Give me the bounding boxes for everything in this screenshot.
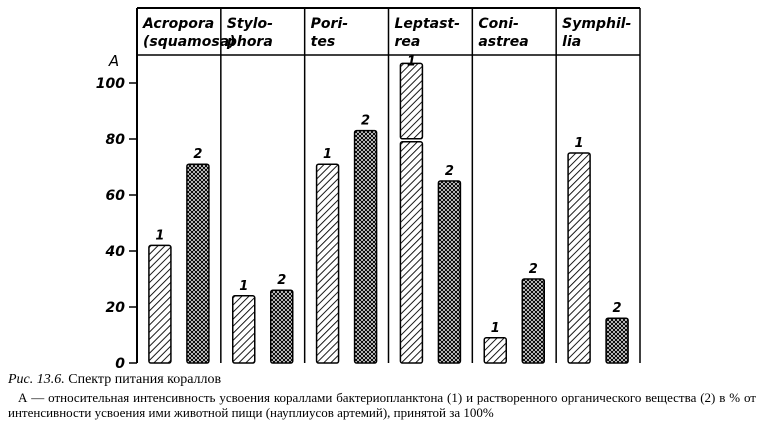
bar-1 — [315, 163, 340, 364]
bar-label: 1 — [491, 321, 500, 336]
bar-2 — [270, 289, 294, 364]
genus-label-line1: Pori- — [311, 16, 349, 32]
genus-label-line2: astrea — [478, 34, 528, 50]
genus-label-line1: Symphil- — [562, 16, 631, 32]
caption-title: Спектр питания кораллов — [68, 372, 222, 387]
genus-label-line1: Acropora — [142, 16, 214, 32]
genus-label-line2: lia — [562, 34, 581, 50]
caption-title-line: Рис. 13.6. Спектр питания кораллов — [8, 372, 756, 388]
bar-label: 2 — [361, 114, 370, 129]
bars: 1 2 1 2 1 2 1 2 1 2 1 2 — [148, 54, 629, 364]
bar-label: 2 — [613, 301, 622, 316]
y-tick-label: 20 — [106, 300, 126, 316]
genus-label-line1: Coni- — [478, 16, 519, 32]
genus-label-line2: (squamosa) — [143, 34, 236, 50]
coral-diet-chart: 0 20 40 60 80 100 A Acropora (squamosa) Stylo-ph… — [96, 7, 641, 372]
bar-1 — [148, 244, 172, 364]
bar-2 — [353, 129, 378, 364]
bar-1 — [399, 141, 424, 364]
y-tick-label: 40 — [105, 244, 126, 260]
bar-1-extension — [399, 62, 424, 140]
bar-label: 1 — [323, 147, 332, 162]
genus-headers: Acropora (squamosa) Stylo-phora Pori-tes Lep… — [142, 16, 632, 50]
y-axis-label: A — [108, 52, 119, 70]
genus-label-line2: phora — [226, 34, 273, 50]
y-axis: 0 20 40 60 80 100 A — [96, 52, 137, 372]
y-tick-label: 100 — [96, 76, 125, 92]
bar-label: 1 — [239, 279, 248, 294]
genus-label-line2: rea — [395, 34, 421, 50]
bar-1 — [567, 152, 591, 364]
figure-number: Рис. 13.6. — [8, 372, 65, 387]
y-tick-label: 60 — [106, 188, 126, 204]
figure-caption: Рис. 13.6. Спектр питания кораллов А — о… — [8, 372, 756, 420]
bar-2 — [521, 278, 545, 364]
bar-1 — [483, 337, 507, 364]
bar-label: 1 — [407, 54, 416, 69]
bar-1 — [232, 295, 256, 364]
bar-label: 1 — [155, 228, 164, 243]
y-tick-label: 80 — [106, 132, 126, 148]
genus-label-line1: Leptast- — [395, 16, 461, 32]
bar-label: 1 — [575, 136, 584, 151]
bar-label: 2 — [445, 164, 454, 179]
caption-body: А — относительная интенсивность усвоения… — [8, 390, 756, 420]
bar-2 — [437, 180, 462, 364]
bar-2 — [605, 317, 629, 364]
genus-label-line2: tes — [311, 34, 336, 50]
bar-label: 2 — [277, 273, 286, 288]
chart-frame — [136, 7, 641, 363]
genus-label-line1: Stylo- — [227, 16, 273, 32]
y-tick-label: 0 — [115, 356, 125, 372]
bar-2 — [186, 163, 210, 364]
bar-label: 2 — [193, 147, 202, 162]
bar-label: 2 — [529, 262, 538, 277]
